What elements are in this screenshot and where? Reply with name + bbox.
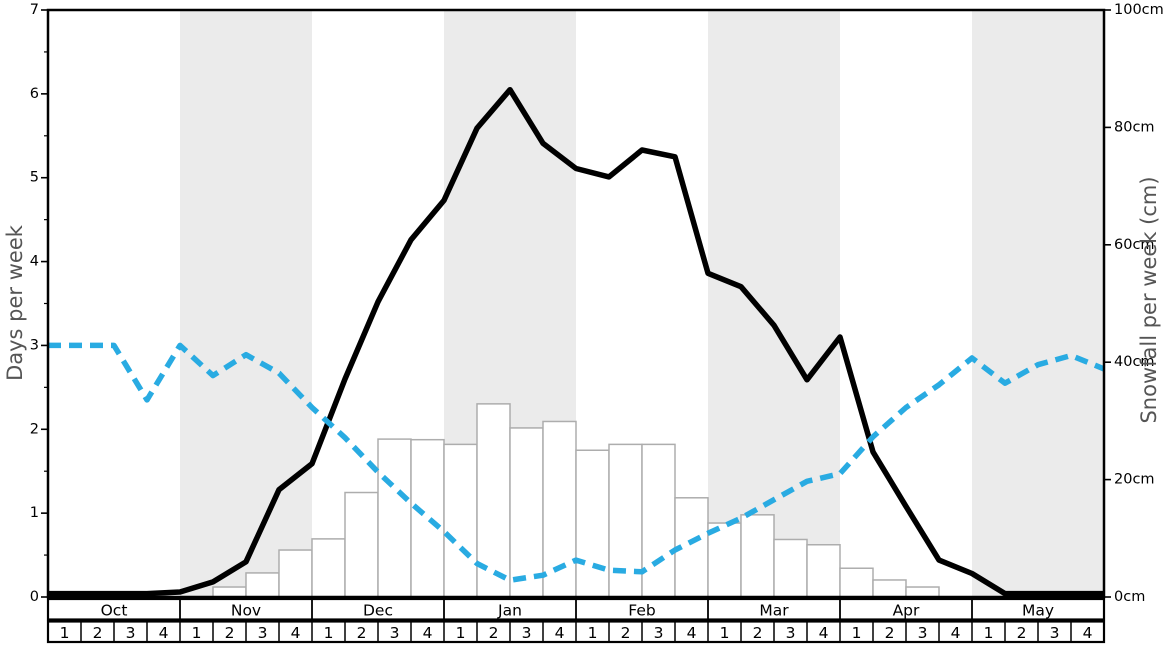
black-days-line xyxy=(48,86,1104,597)
left-axis-ticks: 0 1 2 3 4 5 6 7 xyxy=(30,2,48,605)
week-label: 3 xyxy=(918,624,928,642)
week-label: 4 xyxy=(687,624,697,642)
week-label: 1 xyxy=(60,624,70,642)
week-label: 2 xyxy=(1017,624,1027,642)
snowfall-bar xyxy=(905,586,940,598)
week-label: 2 xyxy=(621,624,631,642)
right-tick-label: 60cm xyxy=(1114,237,1155,253)
week-label: 3 xyxy=(522,624,532,642)
month-band xyxy=(972,10,1104,597)
snowfall-bar xyxy=(278,549,313,598)
snowfall-bar xyxy=(212,586,247,598)
month-label: Jan xyxy=(497,601,522,619)
right-tick-label: 100cm xyxy=(1114,2,1164,18)
right-tick-label: 0cm xyxy=(1114,589,1145,605)
week-label: 3 xyxy=(654,624,664,642)
week-label: 3 xyxy=(390,624,400,642)
week-label: 1 xyxy=(324,624,334,642)
week-label: 2 xyxy=(93,624,103,642)
right-tick-label: 40cm xyxy=(1114,354,1155,370)
left-tick-label: 2 xyxy=(30,421,39,437)
week-label: 4 xyxy=(423,624,433,642)
snowfall-bar xyxy=(773,538,808,598)
right-tick-label: 20cm xyxy=(1114,472,1155,488)
snowfall-bar xyxy=(806,544,841,598)
month-bands xyxy=(180,10,1104,597)
month-label: Apr xyxy=(893,601,920,619)
left-tick-label: 6 xyxy=(30,86,39,102)
snowfall-bar xyxy=(707,522,742,598)
left-tick-label: 1 xyxy=(30,505,39,521)
snowfall-bar xyxy=(509,427,544,598)
month-label: Mar xyxy=(759,601,789,619)
week-label: 3 xyxy=(1050,624,1060,642)
blue-dashed-days-line xyxy=(48,342,1106,583)
week-label: 4 xyxy=(555,624,565,642)
snowfall-bar xyxy=(344,491,379,598)
snowfall-bar xyxy=(410,438,445,598)
week-label: 1 xyxy=(984,624,994,642)
snowfall-bars xyxy=(212,403,940,598)
month-label: Nov xyxy=(231,601,261,619)
week-label: 4 xyxy=(951,624,961,642)
right-axis-ticks: 0cm 20cm 40cm 60cm 80cm 100cm xyxy=(1104,2,1164,605)
snowfall-bar xyxy=(872,579,907,598)
left-tick-label: 0 xyxy=(30,589,39,605)
week-row: 1 2 3 4 1 2 3 4 1 2 3 4 1 2 3 4 1 2 3 4 1 2 3 4 1 2 3 4 1 2 3 4 xyxy=(46,620,1106,644)
month-label: Dec xyxy=(363,601,393,619)
week-label: 1 xyxy=(456,624,466,642)
week-label: 4 xyxy=(291,624,301,642)
month-label: May xyxy=(1022,601,1054,619)
week-label: 4 xyxy=(159,624,169,642)
month-label: Feb xyxy=(628,601,655,619)
month-band xyxy=(708,10,840,597)
month-row: Oct Nov Dec Jan Feb Mar Apr May xyxy=(46,597,1106,621)
week-label: 3 xyxy=(126,624,136,642)
left-tick-label: 5 xyxy=(30,170,39,186)
snowfall-bar xyxy=(377,438,412,598)
snowfall-bar xyxy=(311,538,346,598)
week-label: 3 xyxy=(786,624,796,642)
week-label: 2 xyxy=(885,624,895,642)
week-label: 2 xyxy=(489,624,499,642)
right-tick-label: 80cm xyxy=(1114,119,1155,135)
week-label: 4 xyxy=(1083,624,1093,642)
week-label: 4 xyxy=(819,624,829,642)
week-label: 1 xyxy=(720,624,730,642)
left-axis-title: Days per week xyxy=(3,225,27,381)
snowfall-bar xyxy=(839,567,874,598)
left-tick-label: 4 xyxy=(30,254,39,270)
week-label: 1 xyxy=(588,624,598,642)
month-label: Oct xyxy=(101,601,128,619)
week-label: 3 xyxy=(258,624,268,642)
snowfall-bar xyxy=(641,443,676,598)
week-label: 1 xyxy=(192,624,202,642)
week-label: 2 xyxy=(357,624,367,642)
snowfall-bar xyxy=(245,572,280,598)
snowfall-bar xyxy=(575,449,610,598)
month-band xyxy=(180,10,312,597)
week-label: 2 xyxy=(225,624,235,642)
snowfall-bar xyxy=(443,443,478,598)
snowfall-bar xyxy=(740,514,775,598)
week-label: 1 xyxy=(852,624,862,642)
left-tick-label: 3 xyxy=(30,337,39,353)
right-axis-title: Snowfall per week (cm) xyxy=(1137,176,1161,424)
week-label: 2 xyxy=(753,624,763,642)
left-tick-label: 7 xyxy=(30,2,39,18)
